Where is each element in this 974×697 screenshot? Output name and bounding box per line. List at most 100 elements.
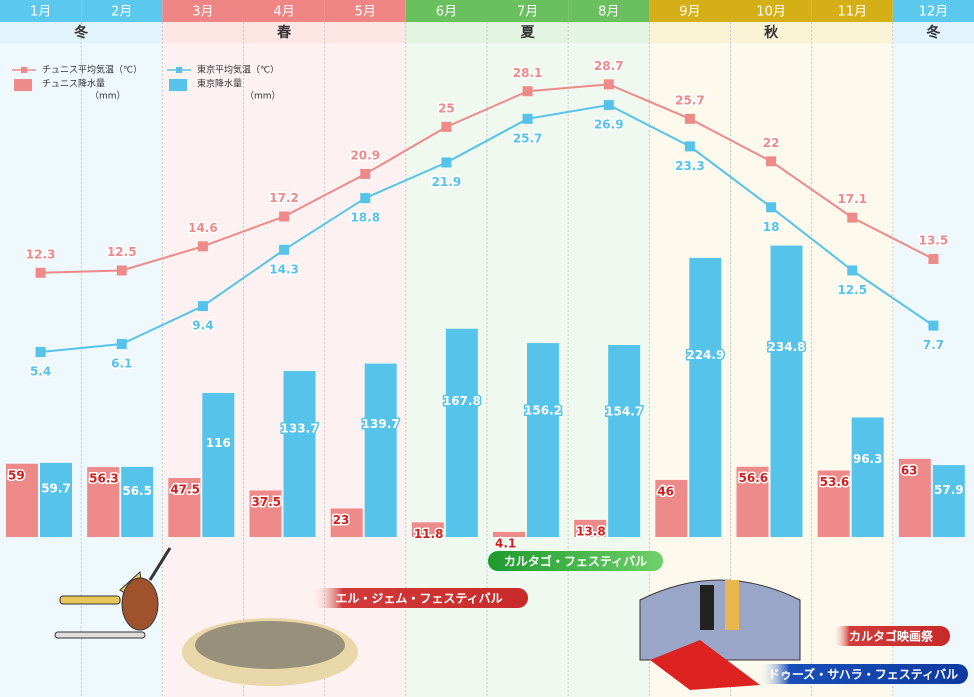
point-value: 17.1 bbox=[837, 192, 867, 206]
season-row bbox=[811, 22, 893, 43]
point bbox=[684, 141, 695, 152]
bar bbox=[851, 417, 884, 537]
season-row bbox=[649, 22, 731, 43]
bar bbox=[168, 478, 201, 537]
point-value: 14.6 bbox=[188, 221, 218, 235]
month-header bbox=[568, 0, 650, 22]
month-header bbox=[892, 0, 974, 22]
month-header bbox=[324, 0, 406, 22]
bar-value: 63 bbox=[901, 463, 918, 477]
month-header bbox=[730, 0, 812, 22]
point-value: 9.4 bbox=[192, 319, 213, 333]
season-row bbox=[81, 22, 163, 43]
bar-value: 154.7 bbox=[605, 405, 643, 419]
season-row bbox=[162, 22, 244, 43]
month-label: 10月 bbox=[756, 5, 786, 20]
bar bbox=[608, 344, 641, 537]
bar-value: 56.6 bbox=[739, 471, 769, 485]
point bbox=[847, 212, 858, 223]
point-value: 28.7 bbox=[594, 59, 624, 73]
month-label: 2月 bbox=[111, 5, 132, 20]
season-label: 春 bbox=[276, 24, 292, 41]
bar bbox=[330, 508, 363, 537]
point-value: 21.9 bbox=[432, 175, 462, 189]
season-row bbox=[243, 22, 325, 43]
bar bbox=[87, 467, 120, 537]
bar bbox=[898, 458, 931, 537]
legend-unit: （mm） bbox=[90, 91, 126, 102]
bar bbox=[202, 393, 235, 537]
point bbox=[766, 156, 777, 167]
point bbox=[603, 100, 614, 111]
point-value: 26.9 bbox=[594, 118, 624, 132]
annotation-badge bbox=[310, 588, 528, 608]
legend-marker bbox=[21, 67, 27, 73]
point-value: 25.7 bbox=[675, 93, 705, 107]
season-label: 秋 bbox=[764, 24, 779, 41]
bar bbox=[574, 519, 607, 537]
bar-value: 23 bbox=[333, 513, 350, 527]
bar-value: 47.5 bbox=[170, 483, 200, 497]
legend-label: チュニス平均気温（℃） bbox=[42, 64, 142, 76]
bar-value: 167.8 bbox=[443, 394, 481, 408]
bar bbox=[932, 465, 965, 537]
point bbox=[441, 157, 452, 168]
bar-value: 59.7 bbox=[41, 481, 71, 495]
point-value: 18.8 bbox=[350, 211, 380, 225]
point bbox=[441, 121, 452, 132]
point bbox=[847, 265, 858, 276]
month-label: 11月 bbox=[837, 5, 867, 20]
line bbox=[40, 83, 934, 274]
point bbox=[197, 301, 208, 312]
season-label: 冬 bbox=[74, 24, 88, 41]
month-label: 7月 bbox=[517, 5, 538, 20]
bar-value: 13.8 bbox=[576, 524, 606, 538]
month-header bbox=[487, 0, 569, 22]
column-bg bbox=[892, 43, 974, 697]
bar bbox=[689, 257, 722, 537]
point-value: 17.2 bbox=[269, 191, 299, 205]
point-value: 12.5 bbox=[107, 245, 137, 259]
legend-unit: （mm） bbox=[245, 91, 281, 102]
month-header bbox=[811, 0, 893, 22]
point bbox=[684, 113, 695, 124]
season-row bbox=[730, 22, 812, 43]
point bbox=[279, 244, 290, 255]
bar-value: 59 bbox=[8, 468, 25, 482]
point-value: 18 bbox=[763, 220, 780, 234]
point-value: 25 bbox=[438, 101, 455, 115]
point bbox=[928, 320, 939, 331]
month-label: 4月 bbox=[273, 5, 294, 20]
month-header bbox=[405, 0, 487, 22]
column-bg bbox=[243, 43, 325, 697]
legend-marker bbox=[176, 67, 182, 73]
bar bbox=[411, 522, 444, 537]
bar-value: 57.9 bbox=[934, 483, 964, 497]
month-label: 5月 bbox=[355, 5, 376, 20]
season-row bbox=[487, 22, 569, 43]
bar bbox=[283, 371, 316, 537]
point bbox=[522, 113, 533, 124]
bar-value: 37.5 bbox=[252, 495, 282, 509]
month-label: 3月 bbox=[192, 5, 213, 20]
column-bg bbox=[811, 43, 893, 697]
bar bbox=[527, 343, 559, 537]
point-value: 28.1 bbox=[513, 66, 543, 80]
season-row bbox=[405, 22, 487, 43]
month-header bbox=[243, 0, 325, 22]
point-value: 6.1 bbox=[111, 356, 132, 370]
bar-value: 53.6 bbox=[820, 475, 850, 489]
point bbox=[35, 347, 46, 358]
legend-swatch bbox=[14, 79, 32, 91]
bar-value: 133.7 bbox=[281, 422, 319, 436]
illustration bbox=[54, 547, 801, 690]
season-label: 冬 bbox=[926, 24, 940, 41]
bar bbox=[6, 463, 38, 537]
annotation-badge bbox=[758, 664, 968, 684]
annotation: カルタゴ映画祭 bbox=[849, 629, 934, 644]
bar-value: 46 bbox=[657, 484, 674, 498]
point-value: 13.5 bbox=[919, 233, 949, 247]
season-row bbox=[892, 22, 974, 43]
point-value: 12.3 bbox=[26, 247, 56, 261]
annotation: ドゥーズ・サハラ・フェスティバル bbox=[768, 667, 958, 682]
